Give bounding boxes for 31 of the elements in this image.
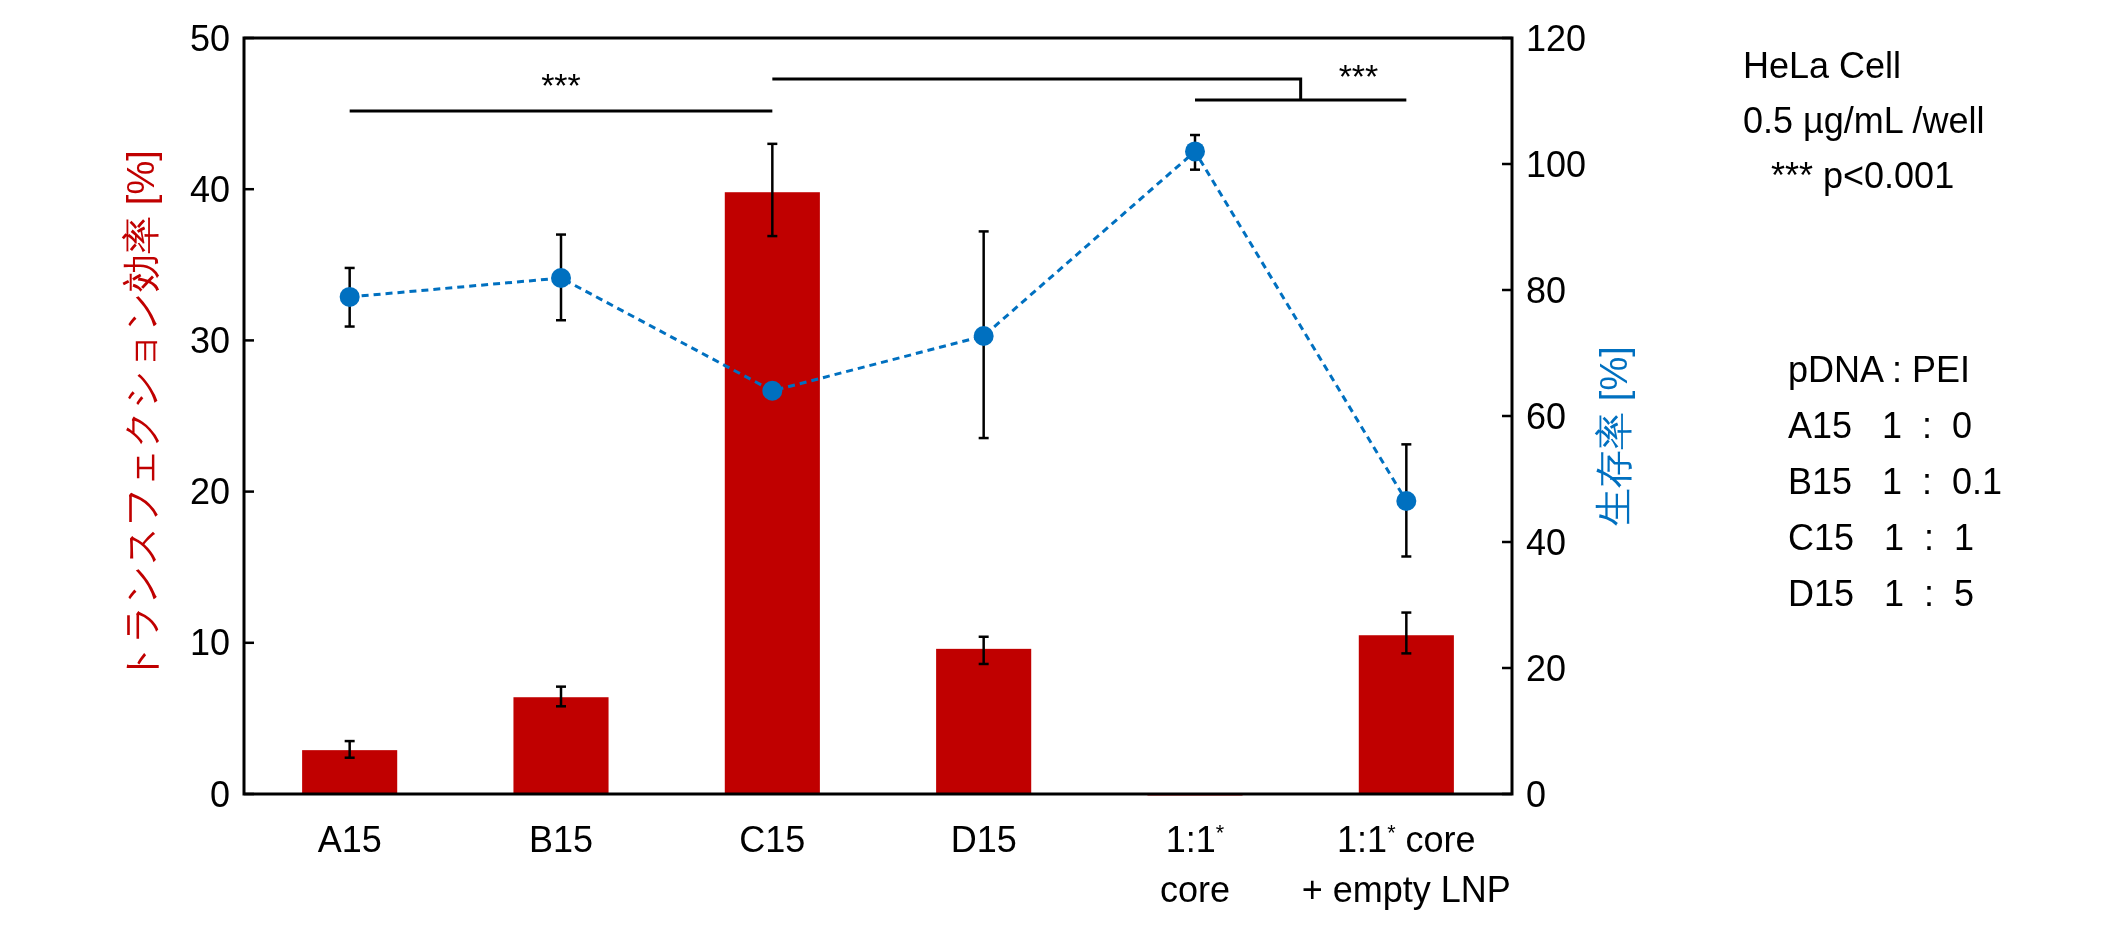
y2-tick-label: 120 <box>1526 17 1587 59</box>
text: *** p<0.001 <box>1771 155 1955 196</box>
text: pDNA : PEI <box>1788 349 1971 390</box>
text: C15 1 : 1 <box>1788 517 1975 558</box>
text: B15 1 : 0.1 <box>1788 461 2003 502</box>
text: 0.5 µg/mL /well <box>1743 100 1985 141</box>
y-tick-label: 20 <box>189 471 230 513</box>
annotation: *** <box>1338 57 1379 95</box>
y2-tick-label: 20 <box>1526 647 1567 689</box>
y-tick-label: 0 <box>209 773 230 815</box>
annotation: *** <box>541 66 581 104</box>
text: D15 1 : 5 <box>1788 573 1975 614</box>
y-axis-title: トランスフェクション効率 [%] <box>120 150 162 682</box>
text: A15 1 : 0 <box>1788 405 1973 446</box>
x-tick-label: B15 <box>528 819 594 860</box>
y-tick-label: 10 <box>189 622 230 664</box>
x-tick-label: 1:1$^{*}$ core + empty LNP <box>1301 819 1511 910</box>
x-tick-label: A15 <box>317 819 382 860</box>
y2-tick-label: 0 <box>1526 773 1547 815</box>
x-tick-label: D15 <box>950 819 1017 860</box>
y-tick-label: 50 <box>189 17 230 59</box>
y2-tick-label: 40 <box>1526 521 1567 563</box>
x-tick-label: 1:1$^{*}$ core <box>1159 819 1231 910</box>
text: HeLa Cell <box>1743 45 1902 86</box>
y2-tick-label: 80 <box>1526 269 1567 311</box>
y-tick-label: 30 <box>189 320 230 361</box>
y2-axis-title: 生存率 [%] <box>1593 346 1635 526</box>
y2-tick-label: 60 <box>1526 395 1567 437</box>
x-tick-label: C15 <box>739 819 806 860</box>
y-tick-label: 40 <box>189 168 230 210</box>
y2-tick-label: 100 <box>1526 143 1587 185</box>
